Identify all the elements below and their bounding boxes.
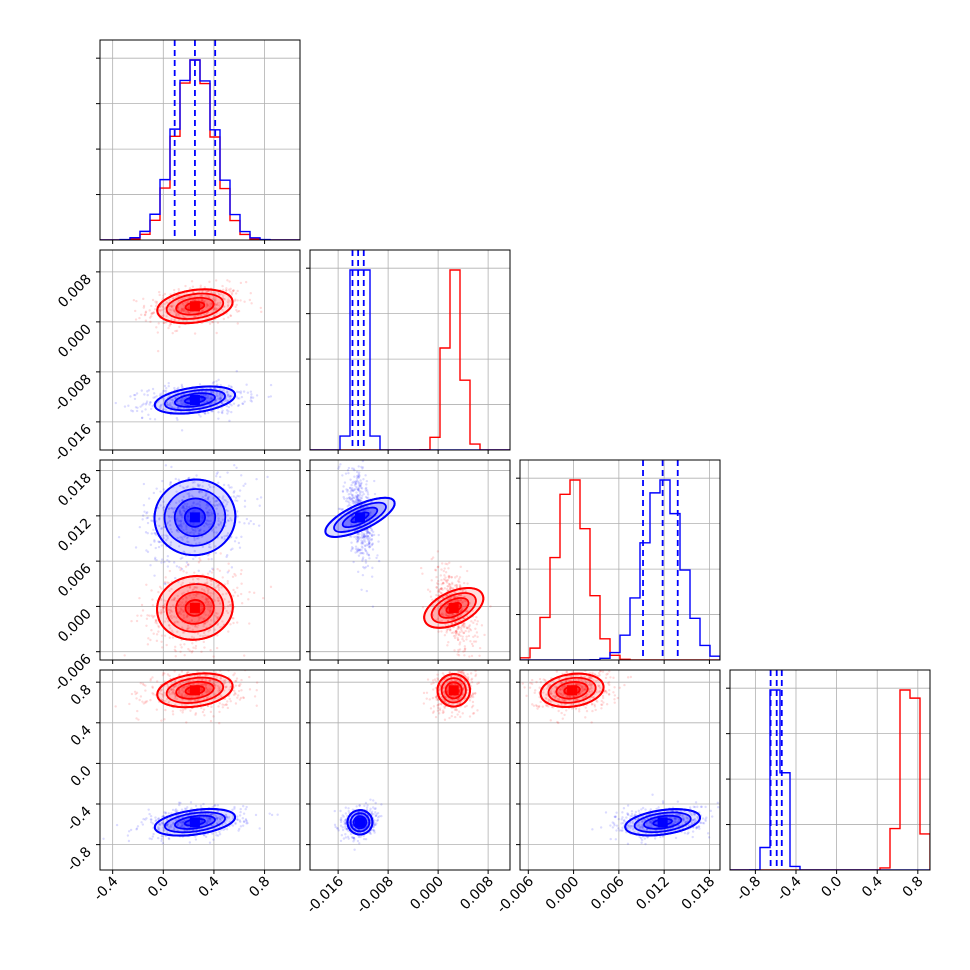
contour-line (539, 672, 605, 708)
contour-line (324, 496, 396, 538)
contour-line (173, 392, 216, 408)
density-peak (657, 817, 668, 828)
contour-line (175, 591, 215, 625)
density-peak (567, 685, 578, 696)
contour-line (173, 497, 217, 538)
panel-content (310, 460, 510, 660)
panel-frame (99, 39, 301, 241)
contour-line (436, 673, 471, 708)
contour-line (163, 388, 226, 412)
density-peak (448, 602, 459, 613)
panel-frame (729, 669, 931, 871)
density-peak (355, 512, 365, 523)
contour-line (346, 809, 374, 836)
panel-content (310, 670, 510, 870)
panel-1-1 (306, 249, 511, 454)
contour-line (153, 808, 236, 837)
density-peak (189, 685, 200, 696)
contour-line (163, 488, 227, 547)
histogram-series (520, 479, 720, 660)
density-peak (189, 817, 200, 828)
contour-line (440, 677, 467, 704)
contour-line (633, 811, 692, 834)
density-peak (189, 301, 200, 312)
panel-content (310, 250, 510, 450)
contour-line (555, 681, 589, 700)
contour-line (175, 296, 215, 316)
density-peak (189, 602, 200, 613)
contour-line (156, 672, 234, 709)
contour-line (183, 507, 206, 528)
contour-line (444, 681, 463, 700)
panel-content (520, 670, 720, 870)
density-peak (189, 512, 200, 523)
panel-frame (99, 669, 301, 871)
panel-2-1 (306, 459, 511, 664)
contour-line (184, 599, 206, 617)
contour-line (624, 808, 701, 837)
contour-line (349, 812, 371, 833)
panel-frame (519, 669, 721, 871)
density-peak (189, 395, 200, 405)
contour-line (547, 676, 597, 704)
panel-2-2 (516, 459, 721, 664)
panel-frame (99, 459, 301, 661)
density-peak (355, 817, 365, 828)
contour-line (352, 815, 368, 830)
contour-line (643, 814, 683, 830)
contour-line (173, 814, 216, 830)
panel-0-0 (96, 39, 301, 244)
contour-line (423, 587, 485, 629)
panel-frame (309, 249, 511, 451)
contour-line (175, 680, 215, 700)
contour-line (163, 811, 226, 834)
contour-line (156, 575, 234, 641)
contour-line (430, 592, 477, 624)
panel-content (520, 460, 720, 660)
panel-frame (99, 249, 301, 451)
panel-3-3: -0.8 -0.4 0.0 0.4 0.8 (726, 669, 931, 904)
contour-line (341, 506, 379, 529)
histogram-series (730, 689, 930, 870)
contour-line (165, 583, 225, 633)
density-peak (448, 685, 459, 696)
histogram-series (310, 269, 510, 450)
contour-line (165, 292, 225, 320)
contour-line (153, 478, 237, 557)
contour-line (153, 385, 236, 415)
contour-line (438, 597, 470, 619)
contour-line (333, 501, 387, 533)
panel-content (100, 460, 300, 660)
panel-frame (309, 669, 511, 871)
contour-line (156, 288, 234, 325)
panel-frame (519, 459, 721, 661)
panel-content (100, 250, 300, 450)
panel-frame (309, 459, 511, 661)
contour-line (165, 676, 225, 704)
panel-content (100, 670, 300, 870)
